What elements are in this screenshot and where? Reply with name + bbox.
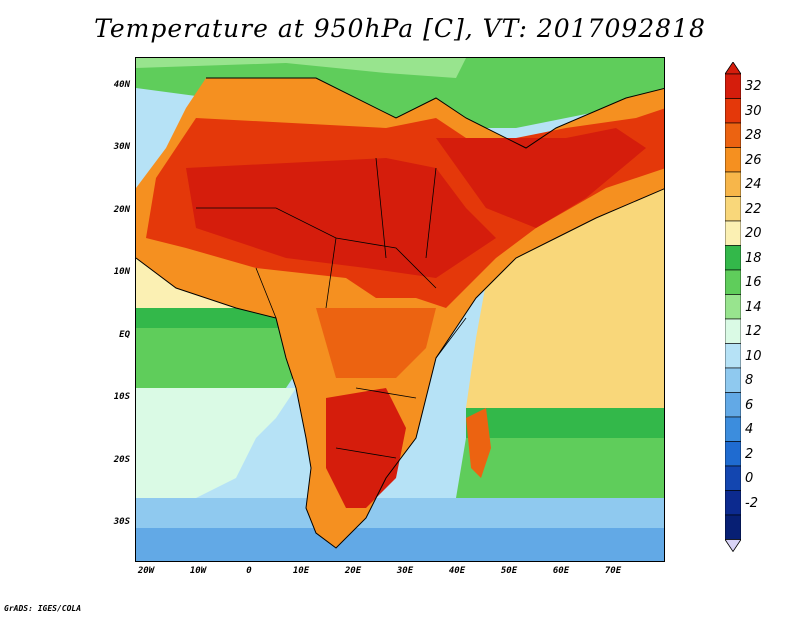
lon-label-10w: 10W: [189, 566, 207, 576]
colorbar-label: 26: [745, 152, 762, 168]
map-title: Temperature at 950hPa [C], VT: 201709281…: [94, 14, 706, 43]
europe-cool-band: [136, 58, 466, 78]
colorbar-segment: [725, 220, 741, 246]
colorbar-segment: [725, 441, 741, 467]
colorbar-label: 4: [745, 422, 754, 437]
colorbar-label: 32: [745, 79, 762, 94]
colorbar-segment: [725, 465, 741, 491]
lat-label-10s: 10S: [113, 392, 130, 402]
lat-label-30n: 30N: [113, 142, 130, 152]
colorbar-segment: [725, 514, 741, 540]
colorbar-label: 16: [745, 275, 762, 290]
colorbar-segment: [725, 490, 741, 516]
colorbar-label: 0: [745, 471, 754, 486]
lat-label-30s: 30S: [113, 517, 130, 527]
arabia-peak-region: [436, 128, 646, 228]
lon-label-0: 0: [246, 566, 252, 576]
lat-label-20n: 20N: [113, 205, 130, 215]
colorbar-label: 30: [745, 103, 762, 119]
colorbar-segment: [725, 245, 741, 271]
colorbar-segment: [725, 367, 741, 393]
central-africa-warm: [316, 308, 436, 378]
lon-label-20e: 20E: [344, 566, 362, 576]
colorbar-segment: [725, 122, 741, 148]
coastline: [136, 77, 664, 549]
colorbar-segment: [725, 318, 741, 344]
colorbar-segment: [725, 416, 741, 442]
lat-label-10n: 10N: [113, 267, 130, 277]
colorbar-segment: [725, 98, 741, 124]
colorbar-label: 10: [745, 348, 762, 364]
colorbar-label: 24: [745, 177, 762, 192]
colorbar-label: 20: [745, 226, 762, 241]
colorbar-segment: [725, 294, 741, 320]
colorbar-segment: [725, 147, 741, 173]
south-atlantic-mild: [136, 388, 296, 498]
south-indian-band: [456, 438, 664, 498]
madagascar-island: [466, 408, 491, 478]
colorbar: [725, 62, 741, 552]
lon-label-10e: 10E: [292, 566, 310, 576]
lon-label-70e: 70E: [604, 566, 622, 576]
temperature-map: [135, 57, 665, 562]
indian-ocean-green: [466, 408, 664, 438]
mediterranean-band: [136, 58, 664, 128]
temperature-field: [136, 58, 664, 561]
sahel-peak-region: [186, 158, 496, 278]
colorbar-segment: [725, 196, 741, 222]
colorbar-segment: [725, 392, 741, 418]
colorbar-segment: [725, 171, 741, 197]
colorbar-label: 2: [745, 446, 754, 462]
lon-label-30e: 30E: [396, 566, 414, 576]
colorbar-segment: [725, 343, 741, 369]
lon-label-50e: 50E: [500, 566, 518, 576]
colorbar-segment: [725, 73, 741, 99]
lat-label-eq: EQ: [119, 330, 130, 340]
country-borders: [196, 157, 467, 459]
colorbar-label: 12: [745, 324, 762, 339]
colorbar-segments: [725, 62, 741, 552]
colorbar-bottom-arrow: [725, 539, 741, 552]
colorbar-top-arrow: [725, 62, 741, 75]
colorbar-label: 14: [745, 299, 762, 315]
colorbar-label: 22: [745, 201, 762, 217]
lon-label-20w: 20W: [137, 566, 155, 576]
colorbar-label: 28: [745, 128, 762, 143]
colorbar-segment: [725, 269, 741, 295]
colorbar-label: 18: [745, 250, 762, 266]
southern-ocean-cold-band: [136, 528, 664, 561]
grads-credit: GrADS: IGES/COLA: [4, 604, 82, 613]
atlantic-green-band: [136, 328, 316, 388]
lat-label-20s: 20S: [113, 455, 130, 465]
colorbar-label: 8: [745, 373, 754, 388]
colorbar-label: -2: [745, 495, 758, 511]
lon-label-40e: 40E: [448, 566, 466, 576]
colorbar-label: 6: [745, 397, 754, 413]
lon-label-60e: 60E: [552, 566, 570, 576]
lat-label-40n: 40N: [113, 80, 130, 90]
